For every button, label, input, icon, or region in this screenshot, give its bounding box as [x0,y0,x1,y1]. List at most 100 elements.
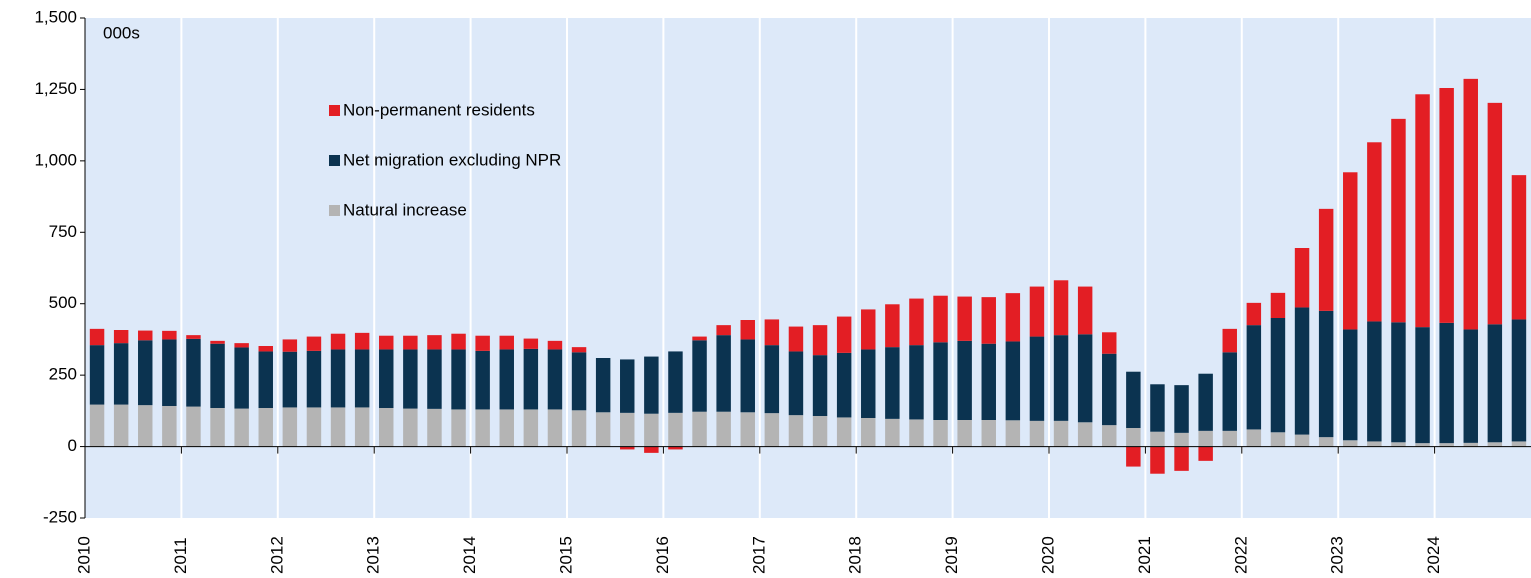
bar [1270,292,1286,318]
bar [162,406,177,447]
bar [113,404,129,447]
bar [716,411,731,447]
x-tick-label: 2023 [1328,536,1347,574]
bar [909,419,924,447]
x-tick-label: 2019 [942,536,961,574]
bar [499,335,514,350]
bar [403,349,418,409]
bar [933,420,948,447]
bar [547,340,563,350]
bar [1318,208,1334,311]
bar [1246,302,1262,326]
bar [861,418,876,447]
bar [1102,332,1117,354]
bar [258,351,273,408]
bar [1463,442,1478,447]
bar [330,349,346,408]
bar [788,351,804,416]
bar [1174,385,1189,433]
x-tick-label: 2020 [1038,536,1057,574]
bar [812,416,828,447]
bar [957,420,972,447]
bar [475,409,490,447]
bar [210,340,225,344]
bar [186,335,201,339]
bar [1270,318,1286,433]
bar [234,343,249,348]
bar [330,333,346,350]
bar [716,325,731,336]
bar [499,409,514,447]
legend-label: Net migration excluding NPR [343,150,561,169]
bar [234,408,249,447]
bar [1391,322,1406,443]
x-tick-label: 2017 [749,536,768,574]
plot-area [85,18,1531,518]
bar [909,345,924,420]
bar [427,408,442,447]
bar [89,328,105,346]
y-tick-label: -250 [43,507,77,526]
bar [1005,293,1021,342]
bar [571,410,587,447]
x-tick-label: 2022 [1231,536,1250,574]
bar [354,349,370,408]
bar [571,347,587,353]
y-tick-label: 250 [49,365,77,384]
bar [162,339,177,406]
bar [475,335,490,351]
bar [861,309,876,350]
bar [909,298,924,346]
bar [282,339,298,352]
bar [1415,443,1430,447]
x-tick-label: 2011 [171,537,190,574]
bar [113,343,129,405]
bar [1102,425,1117,447]
bar [1343,329,1358,441]
bar [788,415,804,447]
bar [379,408,394,447]
bar [668,446,683,450]
bar [162,330,177,340]
bar [1053,335,1069,421]
bar [258,408,273,447]
bar [186,406,201,447]
bar [403,335,418,350]
bar [957,296,972,341]
bar [138,330,153,341]
bar [1463,78,1478,330]
bar [1367,441,1382,447]
bar [210,343,225,408]
bar [836,316,852,353]
legend-label: Non-permanent residents [343,100,535,119]
bar [427,349,442,409]
bar [1415,327,1430,444]
bar [1126,428,1141,447]
bar [981,343,996,420]
bar [692,336,707,341]
y-tick-label: 750 [49,222,77,241]
bar [1126,446,1141,467]
bar [764,345,780,414]
bar [403,408,418,447]
bar [861,349,876,418]
bar [1174,432,1189,447]
bar [620,446,635,450]
bar [475,350,490,410]
bar [668,351,683,413]
x-tick-label: 2013 [364,536,383,574]
bar [379,335,394,350]
bar [1511,319,1527,442]
bar [1198,373,1213,431]
bar [523,409,539,447]
bar [620,359,635,413]
bar [1246,429,1262,447]
bar [1246,325,1262,430]
bar [1222,328,1237,353]
legend-swatch [329,105,340,116]
bar [1318,310,1334,438]
bar [234,347,249,409]
y-tick-label: 1,000 [34,150,77,169]
bar [1439,88,1454,323]
